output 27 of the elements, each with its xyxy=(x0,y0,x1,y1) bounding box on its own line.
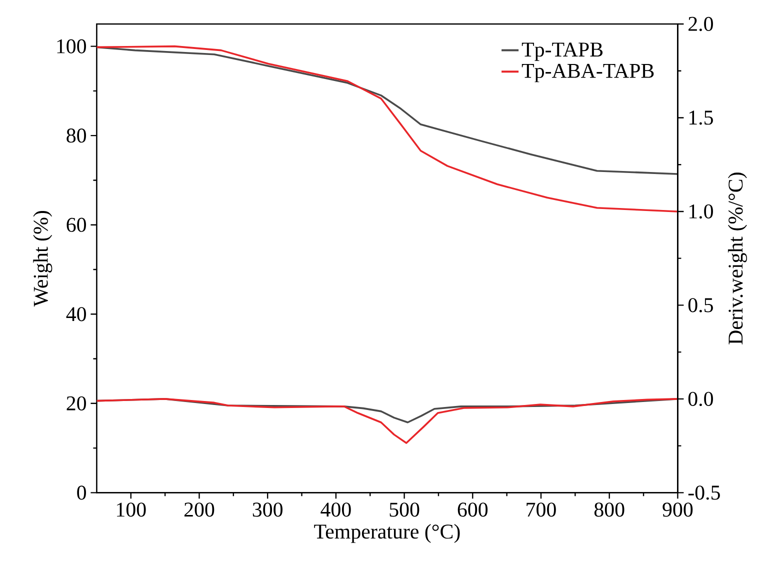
x-tick-label: 700 xyxy=(526,502,556,517)
y2-tick-label: -0.5 xyxy=(688,486,720,500)
x-axis-title: Temperature (°C) xyxy=(314,524,460,543)
y2-tick-label: 0.0 xyxy=(688,392,713,406)
legend-label: Tp-TAPB xyxy=(522,42,603,61)
x-tick-label: 500 xyxy=(390,502,420,517)
x-tick-label: 800 xyxy=(594,502,624,517)
y-tick-label: 100 xyxy=(57,39,86,54)
x-tick-label: 400 xyxy=(320,502,351,517)
y2-axis-title: Deriv.weight (%/°C) xyxy=(728,172,748,344)
x-tick-label: 600 xyxy=(458,502,488,517)
x-tick-label: 300 xyxy=(252,502,282,517)
y2-tick-label: 1.5 xyxy=(689,110,713,125)
x-tick-label: 100 xyxy=(117,502,146,517)
y-tick-label: 0 xyxy=(77,486,86,500)
y-tick-label: 40 xyxy=(66,307,86,322)
y2-tick-label: 1.0 xyxy=(689,204,713,219)
y-tick-label: 20 xyxy=(66,396,86,410)
y2-tick-label: 2.0 xyxy=(688,16,713,32)
line-series xyxy=(96,398,678,444)
y-tick-label: 80 xyxy=(66,128,86,143)
y-tick-label: 60 xyxy=(66,218,86,232)
y2-tick-label: 0.5 xyxy=(688,298,713,312)
legend-label: Tp-ABA-TAPB xyxy=(522,64,654,82)
x-tick-label: 900 xyxy=(662,502,693,517)
x-tick-label: 200 xyxy=(184,502,214,517)
y-axis-title: Weight (%) xyxy=(33,211,52,307)
